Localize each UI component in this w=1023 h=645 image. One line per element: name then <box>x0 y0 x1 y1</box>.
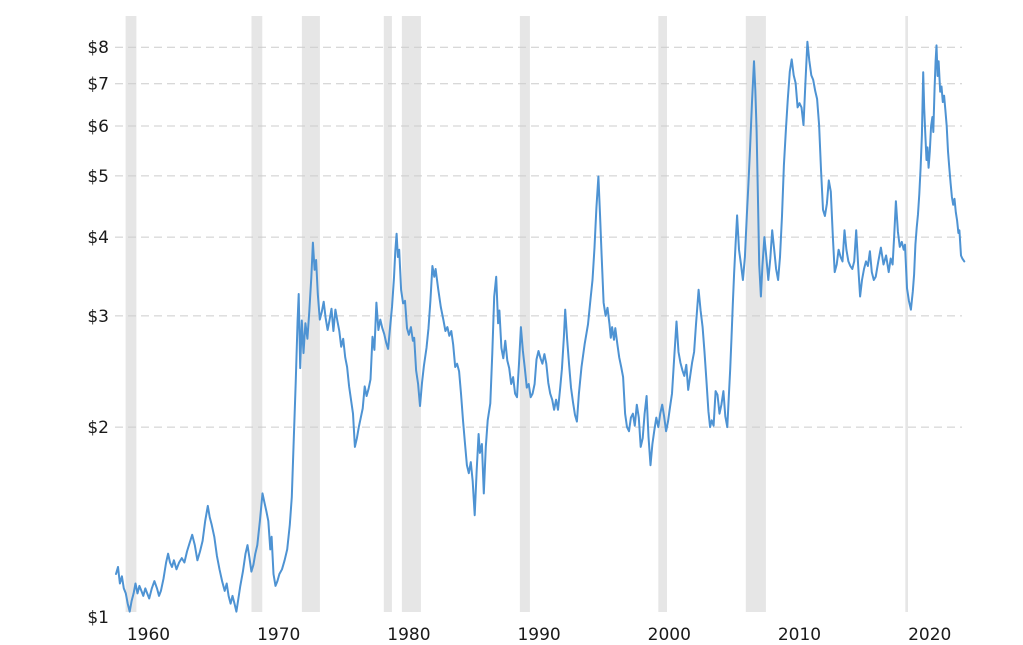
price-line[interactable] <box>115 40 966 613</box>
y-axis-tick-label: $3 <box>87 307 109 327</box>
recession-band <box>301 16 320 612</box>
y-axis-tick-label: $5 <box>87 167 109 187</box>
recession-band <box>519 16 530 612</box>
y-axis-tick-label: $4 <box>87 228 109 248</box>
y-axis-tick-label: $8 <box>87 38 109 58</box>
recession-band <box>401 16 421 612</box>
y-axis-labels: $1 $2 $3 $4 $5 $6 $7 $8 <box>87 38 109 628</box>
price-line-layer <box>115 40 966 613</box>
x-axis-tick-label: 1960 <box>127 625 170 645</box>
recession-band <box>125 16 137 612</box>
recession-band <box>745 16 766 612</box>
x-axis-tick-label: 2010 <box>778 625 821 645</box>
recession-band <box>383 16 392 612</box>
y-axis-tick-label: $6 <box>87 117 109 137</box>
recession-band <box>251 16 263 612</box>
x-axis-labels: 1960 1970 1980 1990 2000 2010 2020 <box>127 625 951 645</box>
x-axis-tick-label: 2020 <box>908 625 951 645</box>
recession-band <box>658 16 667 612</box>
recession-bands-layer <box>125 16 908 612</box>
x-axis-tick-label: 2000 <box>648 625 691 645</box>
gridlines-layer <box>115 46 962 428</box>
recession-band <box>905 16 908 612</box>
x-axis-tick-label: 1980 <box>387 625 430 645</box>
y-axis-tick-label: $7 <box>87 75 109 95</box>
x-axis-tick-label: 1970 <box>257 625 300 645</box>
x-axis-tick-label: 1990 <box>517 625 560 645</box>
y-axis-tick-label: $2 <box>87 418 109 438</box>
y-axis-tick-label: $1 <box>87 608 109 628</box>
